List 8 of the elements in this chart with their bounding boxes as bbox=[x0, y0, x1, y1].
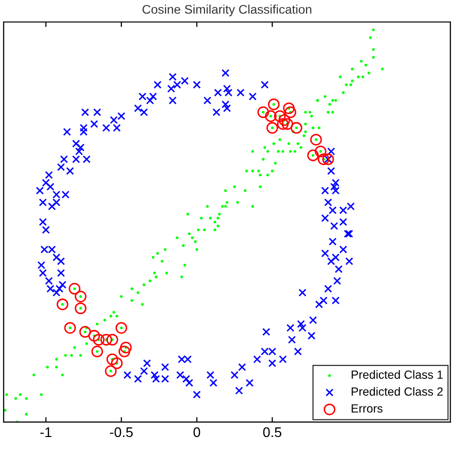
x-tick-label: 0.5 bbox=[263, 427, 282, 438]
x-tick-label: 0 bbox=[193, 427, 200, 438]
legend-label: Predicted Class 1 bbox=[352, 370, 443, 379]
legend-label: Errors bbox=[352, 404, 382, 413]
chart-title: Cosine Similarity Classification bbox=[142, 4, 312, 16]
x-tick-label: -1 bbox=[40, 427, 52, 437]
x-tick-label: -0.5 bbox=[110, 427, 133, 438]
legend-label: Predicted Class 2 bbox=[352, 387, 443, 396]
